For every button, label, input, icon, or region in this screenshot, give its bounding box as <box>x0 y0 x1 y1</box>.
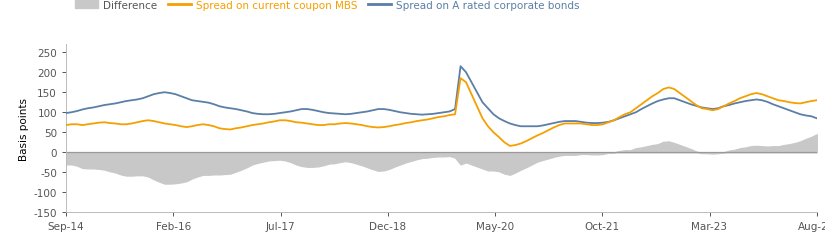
Y-axis label: Basis points: Basis points <box>19 98 30 160</box>
Legend: Difference, Spread on current coupon MBS, Spread on A rated corporate bonds: Difference, Spread on current coupon MBS… <box>71 0 584 15</box>
